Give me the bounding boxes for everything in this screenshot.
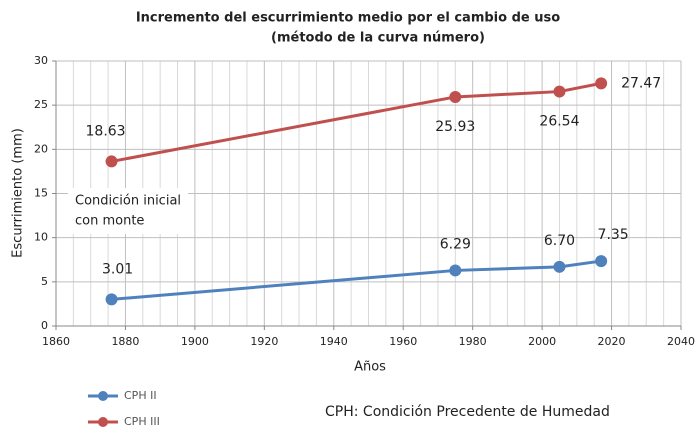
series-line (111, 259, 602, 301)
y-axis-label: Escurrimiento (mm) (11, 128, 26, 258)
x-tick-label: 2040 (667, 335, 695, 348)
y-tick-label: 30 (34, 54, 48, 67)
x-tick-label: 2020 (598, 335, 626, 348)
data-label: 25.93 (435, 119, 475, 135)
chart-title: Incremento del escurrimiento medio por e… (136, 11, 560, 26)
y-tick-label: 0 (41, 319, 48, 332)
annotation: Condición inicial (75, 194, 181, 209)
data-point (449, 90, 462, 103)
y-tick-label: 5 (41, 275, 48, 288)
data-point (449, 264, 462, 277)
data-label: 27.47 (621, 75, 661, 91)
data-point (553, 85, 566, 98)
x-axis-label: Años (354, 360, 386, 375)
data-label: 18.63 (86, 123, 126, 139)
note: CPH: Condición Precedente de Humedad (325, 404, 610, 420)
data-label: 3.01 (102, 261, 133, 277)
x-tick-label: 2000 (528, 335, 556, 348)
data-point (595, 255, 608, 268)
y-tick-label: 10 (34, 231, 48, 244)
chart-title: (método de la curva número) (271, 31, 485, 46)
x-tick-label: 1980 (459, 335, 487, 348)
data-point (105, 293, 118, 306)
annotation-box (68, 188, 188, 234)
x-tick-label: 1880 (111, 335, 139, 348)
legend-label: CPH II (124, 389, 157, 402)
y-tick-label: 25 (34, 98, 48, 111)
series-line (111, 81, 602, 163)
legend-marker (98, 391, 108, 401)
data-label: 7.35 (598, 227, 629, 243)
data-point (105, 155, 118, 168)
data-point (595, 77, 608, 90)
data-label: 26.54 (539, 114, 579, 130)
legend-marker (98, 417, 108, 427)
legend-label: CPH III (124, 415, 160, 428)
y-tick-label: 20 (34, 142, 48, 155)
y-tick-label: 15 (34, 187, 48, 200)
data-point (553, 260, 566, 273)
x-tick-label: 1900 (181, 335, 209, 348)
x-tick-label: 1940 (320, 335, 348, 348)
x-tick-label: 1960 (389, 335, 417, 348)
annotation: con monte (75, 214, 144, 229)
x-tick-label: 1860 (42, 335, 70, 348)
data-label: 6.70 (544, 233, 575, 249)
x-tick-label: 1920 (250, 335, 278, 348)
data-label: 6.29 (440, 236, 471, 252)
